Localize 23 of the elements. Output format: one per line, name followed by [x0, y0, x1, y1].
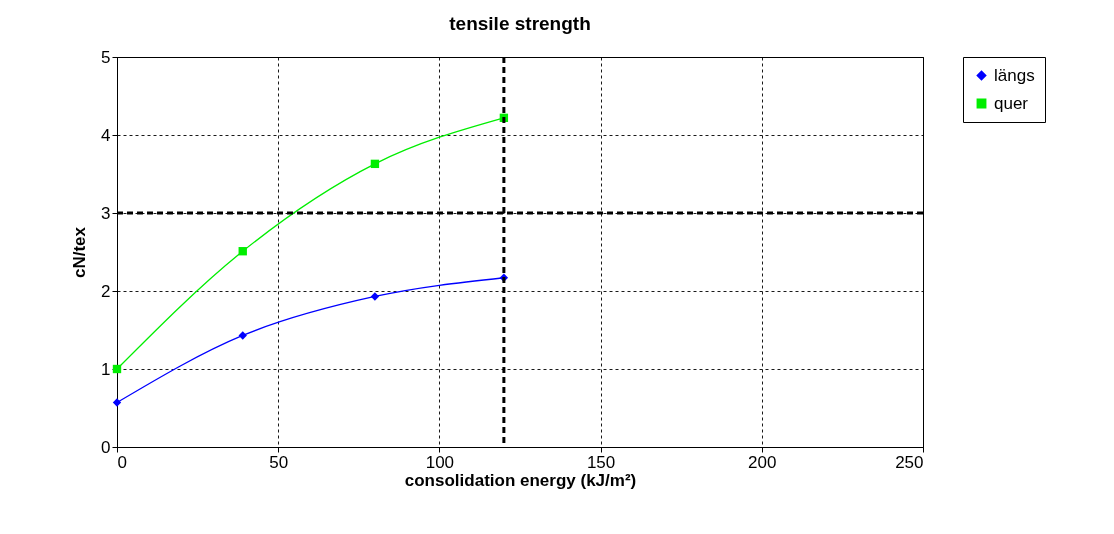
y-tick-label: 3: [101, 203, 111, 223]
point: [112, 398, 122, 407]
x-tick-label: 150: [586, 452, 616, 472]
x-axis-title: consolidation energy (kJ/m²): [404, 470, 637, 490]
point: [112, 364, 122, 374]
x-tick-label: 200: [748, 452, 777, 472]
chart-title: tensile strength: [449, 13, 591, 34]
point: [370, 159, 380, 169]
y-axis-title: cN/tex: [70, 226, 90, 279]
y-tick-label: 2: [101, 281, 111, 301]
y-tick-label: 5: [101, 47, 111, 67]
point: [238, 247, 247, 256]
legend-label: quer: [994, 93, 1029, 113]
point: [238, 331, 247, 340]
legend-label: längs: [994, 65, 1035, 85]
y-tick-label: 4: [101, 125, 111, 145]
y-tick-label: 1: [101, 359, 111, 379]
y-tick-label: 0: [101, 437, 111, 457]
x-tick-label: 0: [117, 452, 127, 472]
point: [370, 292, 380, 301]
x-tick-label: 100: [425, 452, 455, 472]
x-tick-label: 250: [895, 452, 924, 472]
x-tick-label: 50: [269, 452, 289, 472]
